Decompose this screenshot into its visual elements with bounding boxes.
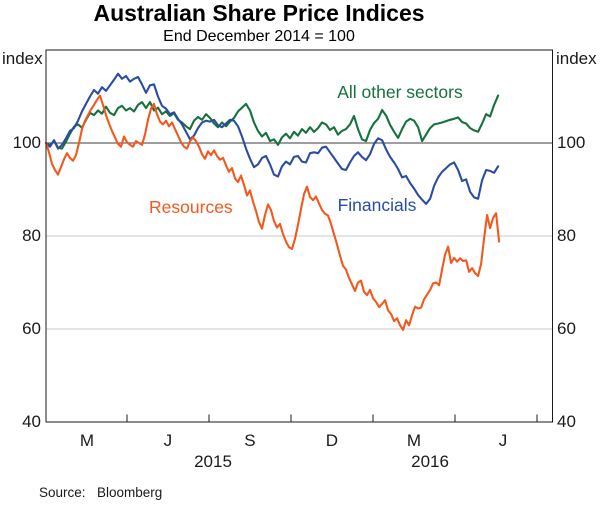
y-tick-label-right-80: 80 bbox=[557, 226, 576, 245]
source-value: Bloomberg bbox=[97, 485, 163, 500]
series-label-all-other-sectors: All other sectors bbox=[337, 81, 463, 102]
y-tick-label-left-60: 60 bbox=[22, 319, 41, 338]
y-tick-label-right-60: 60 bbox=[557, 319, 576, 338]
y-axis-unit-label-right: index bbox=[556, 49, 597, 68]
y-tick-label-left-40: 40 bbox=[22, 412, 41, 431]
series-line-all-other-sectors bbox=[44, 94, 500, 150]
series-line-financials bbox=[44, 72, 500, 205]
x-month-label-S: S bbox=[244, 431, 256, 450]
y-tick-label-right-40: 40 bbox=[557, 412, 576, 431]
x-month-label-J: J bbox=[163, 431, 173, 450]
y-tick-label-left-100: 100 bbox=[12, 133, 41, 152]
series-line-resources bbox=[44, 94, 501, 331]
x-month-label-J: J bbox=[498, 431, 508, 450]
x-year-label-2016: 2016 bbox=[411, 452, 449, 471]
chart-subtitle: End December 2014 = 100 bbox=[163, 28, 355, 45]
chart-title: Australian Share Price Indices bbox=[93, 0, 425, 26]
series-label-financials: Financials bbox=[337, 194, 417, 215]
x-year-label-2015: 2015 bbox=[194, 452, 232, 471]
x-month-label-D: D bbox=[325, 431, 339, 450]
x-month-label-M: M bbox=[406, 431, 421, 450]
source-label: Source: bbox=[39, 485, 86, 500]
plot-frame bbox=[45, 49, 554, 423]
y-axis-unit-label-left: index bbox=[2, 49, 43, 68]
series-label-resources: Resources bbox=[149, 197, 233, 218]
y-tick-label-left-80: 80 bbox=[22, 226, 41, 245]
x-month-label-M: M bbox=[79, 431, 95, 450]
y-tick-label-right-100: 100 bbox=[557, 133, 586, 152]
